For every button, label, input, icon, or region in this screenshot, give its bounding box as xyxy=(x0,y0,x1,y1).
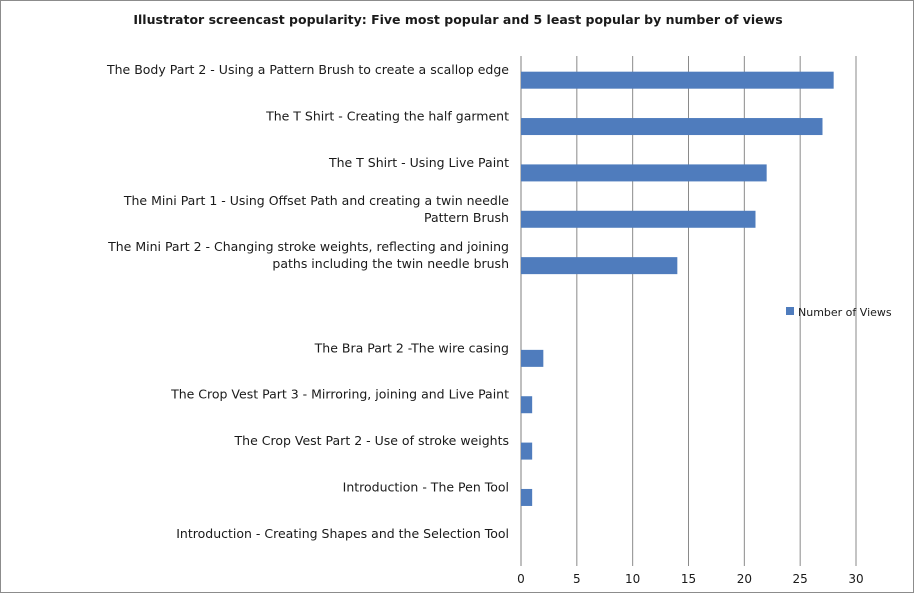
legend-swatch xyxy=(786,307,794,315)
category-label: The Crop Vest Part 3 - Mirroring, joinin… xyxy=(170,387,509,402)
category-label: The Body Part 2 - Using a Pattern Brush … xyxy=(106,62,509,77)
category-label: The Mini Part 1 - Using Offset Path and … xyxy=(123,193,509,208)
legend-label: Number of Views xyxy=(798,306,892,319)
category-label: Introduction - Creating Shapes and the S… xyxy=(176,526,509,541)
category-label: The T Shirt - Creating the half garment xyxy=(265,109,509,124)
x-axis-ticks: 0 5 10 15 20 25 30 xyxy=(517,572,863,586)
bar xyxy=(521,164,767,182)
category-label: The Mini Part 2 - Changing stroke weight… xyxy=(107,239,509,254)
x-tick-label: 30 xyxy=(848,572,863,586)
bars xyxy=(521,71,834,506)
bar xyxy=(521,349,544,367)
bar xyxy=(521,71,834,89)
x-tick-label: 25 xyxy=(793,572,808,586)
x-tick-label: 10 xyxy=(625,572,640,586)
bar xyxy=(521,488,533,506)
legend: Number of Views xyxy=(786,306,892,319)
bar xyxy=(521,442,533,460)
category-label: paths including the twin needle brush xyxy=(272,256,509,271)
bar xyxy=(521,210,756,228)
x-tick-label: 5 xyxy=(573,572,581,586)
bar xyxy=(521,257,678,275)
gridlines xyxy=(520,56,857,566)
category-label: Pattern Brush xyxy=(424,210,509,225)
x-tick-label: 20 xyxy=(737,572,752,586)
category-labels: The Body Part 2 - Using a Pattern Brush … xyxy=(106,62,509,541)
category-label: The Bra Part 2 -The wire casing xyxy=(314,340,509,355)
bar xyxy=(521,118,823,136)
category-label: The T Shirt - Using Live Paint xyxy=(328,155,509,170)
x-tick-label: 0 xyxy=(517,572,525,586)
category-label: The Crop Vest Part 2 - Use of stroke wei… xyxy=(234,433,509,448)
chart-title: Illustrator screencast popularity: Five … xyxy=(133,12,782,27)
x-tick-label: 15 xyxy=(681,572,696,586)
category-label: Introduction - The Pen Tool xyxy=(343,479,509,494)
bar xyxy=(521,396,533,414)
